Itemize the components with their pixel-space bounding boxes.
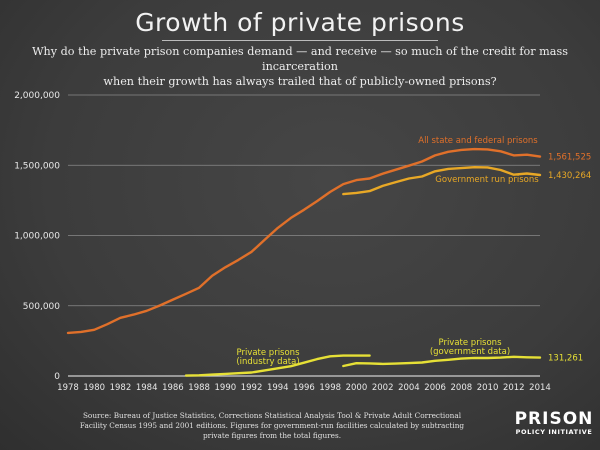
y-tick-label: 0 xyxy=(54,372,60,382)
source-line-1: Source: Bureau of Justice Statistics, Co… xyxy=(82,411,462,420)
x-tick-label: 1984 xyxy=(136,383,158,393)
logo-sub-text: POLICY INITIATIVE xyxy=(515,428,593,436)
x-tick-label: 2008 xyxy=(451,383,473,393)
x-tick-label: 1992 xyxy=(241,383,263,393)
title-divider xyxy=(162,40,438,41)
source-note: Source: Bureau of Justice Statistics, Co… xyxy=(62,411,482,441)
x-tick-label: 2002 xyxy=(372,383,394,393)
x-tick-label: 1998 xyxy=(319,383,341,393)
y-tick-label: 500,000 xyxy=(23,302,60,312)
x-tick-label: 1986 xyxy=(162,383,184,393)
x-tick-label: 2012 xyxy=(503,383,525,393)
prison-policy-initiative-logo: PRISON POLICY INITIATIVE xyxy=(512,410,596,437)
x-tick-label: 1982 xyxy=(110,383,132,393)
x-tick-label: 2010 xyxy=(477,383,499,393)
series-annotation: All state and federal prisons xyxy=(418,136,538,146)
x-tick-label: 1988 xyxy=(188,383,210,393)
x-tick-label: 2006 xyxy=(424,383,446,393)
series-line-0 xyxy=(66,147,542,335)
x-tick-label: 1994 xyxy=(267,383,289,393)
series-lines xyxy=(66,147,542,377)
series-annotation: Private prisons xyxy=(236,348,300,358)
chart-subtitle: Why do the private prison companies dema… xyxy=(0,44,600,89)
series-line-3 xyxy=(342,355,542,368)
y-tick-label: 1,000,000 xyxy=(14,232,60,242)
x-axis-ticks: 1978 1980 1982 1984 1986 1988 1990 1992 1994 1996… xyxy=(57,383,551,393)
x-tick-label: 2000 xyxy=(346,383,368,393)
series-annotation-sub: (industry data) xyxy=(236,357,299,367)
chart-title: Growth of private prisons xyxy=(135,8,465,37)
logo-main-text: PRISON xyxy=(514,409,594,429)
series-line-2 xyxy=(184,354,371,377)
x-tick-label: 2004 xyxy=(398,383,420,393)
x-tick-label: 1978 xyxy=(57,383,79,393)
grid-lines xyxy=(68,94,540,377)
series-annotation-sub: (government data) xyxy=(430,347,510,357)
y-tick-label: 2,000,000 xyxy=(14,91,60,101)
subtitle-line-2: when their growth has always trailed tha… xyxy=(103,75,497,88)
source-line-3: private figures from the total figures. xyxy=(202,431,342,440)
x-tick-label: 1996 xyxy=(293,383,315,393)
series-annotation: Private prisons xyxy=(438,338,502,348)
y-tick-label: 1,500,000 xyxy=(14,161,60,171)
end-value-label: 131,261 xyxy=(548,354,583,364)
series-labels: 1,561,525 1,430,264 131,261 All state and f… xyxy=(236,136,591,367)
x-tick-label: 1980 xyxy=(83,383,105,393)
y-axis-ticks: 0 500,000 1,000,000 1,500,000 2,000,000 xyxy=(14,91,60,382)
series-annotation: Government run prisons xyxy=(435,175,539,185)
x-tick-label: 2014 xyxy=(529,383,551,393)
end-value-label: 1,561,525 xyxy=(548,153,591,163)
end-value-label: 1,430,264 xyxy=(548,171,591,181)
series-line-1 xyxy=(342,166,542,196)
subtitle-line-1: Why do the private prison companies dema… xyxy=(32,45,568,73)
x-tick-label: 1990 xyxy=(215,383,237,393)
source-line-2: Facility Census 1995 and 2001 editions. … xyxy=(79,421,465,430)
